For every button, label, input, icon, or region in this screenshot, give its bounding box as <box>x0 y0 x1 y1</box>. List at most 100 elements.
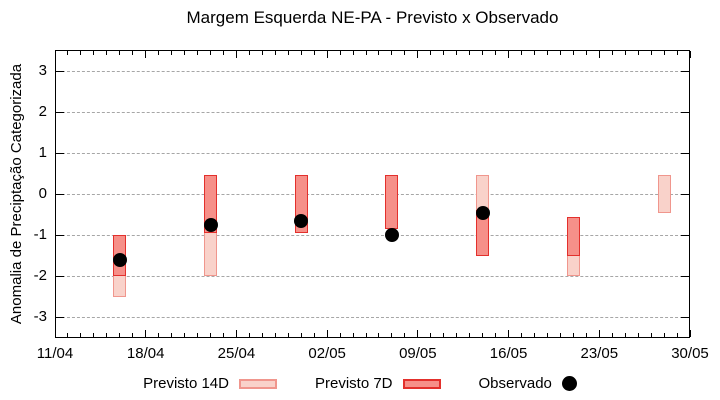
x-tick-mark <box>533 333 535 337</box>
observado-dot <box>203 217 218 232</box>
x-tick-mark <box>106 51 108 55</box>
x-tick-mark <box>443 333 445 337</box>
x-tick-mark <box>119 51 121 55</box>
x-tick-mark <box>352 333 354 337</box>
x-tick-mark <box>598 51 600 58</box>
x-tick-mark <box>274 51 276 55</box>
x-tick-mark <box>663 333 665 337</box>
observado-dot <box>384 228 399 243</box>
x-tick-mark <box>391 333 393 337</box>
x-tick-mark <box>404 333 406 337</box>
x-tick-mark <box>326 51 328 58</box>
legend-item-previsto-7d: Previsto 7D <box>315 375 441 392</box>
x-tick-mark <box>300 333 302 337</box>
x-tick-mark <box>184 51 186 55</box>
x-tick-label: 25/04 <box>217 345 256 362</box>
x-tick-mark <box>93 333 95 337</box>
gridline <box>57 317 688 319</box>
y-tick-mark <box>56 194 64 195</box>
y-tick-label: -3 <box>33 308 47 326</box>
x-tick-mark <box>145 51 147 58</box>
x-tick-mark <box>637 333 639 337</box>
x-tick-mark <box>611 51 613 55</box>
gridline <box>57 70 688 72</box>
x-tick-mark <box>235 330 237 337</box>
x-tick-mark <box>430 333 432 337</box>
y-tick-mark <box>681 152 689 154</box>
x-tick-mark <box>637 51 639 55</box>
x-tick-mark <box>222 51 224 55</box>
x-tick-mark <box>80 333 82 337</box>
x-tick-mark <box>158 333 160 337</box>
x-tick-mark <box>158 51 160 55</box>
x-tick-mark <box>261 333 263 337</box>
x-tick-mark <box>171 51 173 55</box>
x-tick-mark <box>365 51 367 55</box>
x-tick-mark <box>572 51 574 55</box>
x-tick-mark <box>339 333 341 337</box>
y-tick-mark <box>56 152 64 154</box>
x-tick-mark <box>430 51 432 55</box>
x-tick-mark <box>248 333 250 337</box>
x-tick-mark <box>443 51 445 55</box>
gridline <box>57 194 688 195</box>
x-tick-mark <box>417 330 419 337</box>
x-tick-mark <box>689 330 691 337</box>
x-tick-mark <box>482 333 484 337</box>
x-tick-mark <box>456 51 458 55</box>
y-tick-mark <box>56 70 64 72</box>
x-tick-mark <box>469 51 471 55</box>
observado-dot <box>112 252 127 267</box>
x-tick-mark <box>67 51 69 55</box>
x-tick-mark <box>248 51 250 55</box>
x-tick-mark <box>663 51 665 55</box>
x-tick-mark <box>572 333 574 337</box>
gridline <box>57 276 688 278</box>
x-tick-mark <box>456 333 458 337</box>
bar-previsto-7d <box>385 175 399 229</box>
x-tick-mark <box>339 51 341 55</box>
x-tick-label: 23/05 <box>580 345 619 362</box>
x-tick-mark <box>546 333 548 337</box>
x-tick-label: 16/05 <box>489 345 528 362</box>
legend-item-previsto-14d: Previsto 14D <box>143 375 277 392</box>
legend: Previsto 14D Previsto 7D Observado <box>0 375 720 392</box>
x-tick-mark <box>650 51 652 55</box>
y-tick-mark <box>681 70 689 72</box>
x-tick-mark <box>197 51 199 55</box>
x-tick-mark <box>676 333 678 337</box>
x-tick-mark <box>80 51 82 55</box>
x-tick-mark <box>261 51 263 55</box>
x-tick-mark <box>326 330 328 337</box>
x-tick-mark <box>404 51 406 55</box>
x-tick-mark <box>585 51 587 55</box>
x-tick-mark <box>287 333 289 337</box>
x-tick-mark <box>508 330 510 337</box>
x-tick-mark <box>365 333 367 337</box>
x-tick-mark <box>559 333 561 337</box>
x-tick-mark <box>184 333 186 337</box>
x-tick-label: 09/05 <box>399 345 437 362</box>
x-tick-mark <box>611 333 613 337</box>
x-tick-mark <box>54 330 56 337</box>
x-tick-mark <box>689 51 691 58</box>
bar-previsto-7d <box>566 216 580 256</box>
x-tick-label: 18/04 <box>126 345 165 362</box>
x-tick-mark <box>210 333 211 337</box>
x-tick-mark <box>197 333 199 337</box>
y-tick-mark <box>681 111 689 113</box>
x-tick-mark <box>417 51 419 58</box>
y-tick-label: 1 <box>38 143 47 161</box>
y-tick-mark <box>56 235 64 237</box>
y-tick-label: -2 <box>33 267 47 285</box>
x-tick-mark <box>171 333 173 337</box>
x-tick-mark <box>585 333 587 337</box>
gridline <box>57 152 688 154</box>
chart-title: Margem Esquerda NE-PA - Previsto x Obser… <box>186 8 559 27</box>
y-tick-mark <box>56 111 64 113</box>
y-tick-label: -1 <box>33 226 47 244</box>
y-tick-label: 3 <box>38 61 47 79</box>
observado-dot <box>475 205 490 220</box>
x-tick-mark <box>495 51 497 55</box>
